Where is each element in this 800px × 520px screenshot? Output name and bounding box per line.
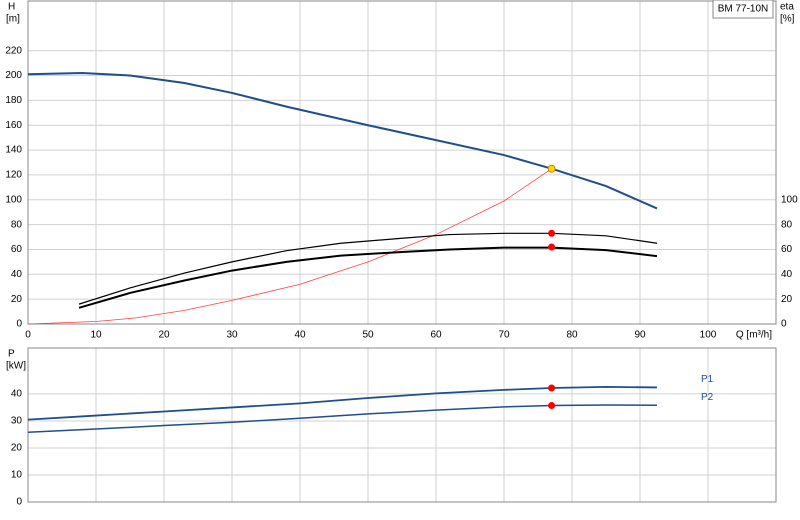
y-tick-label: 220 (5, 45, 22, 56)
y2-axis-label: eta (780, 2, 794, 13)
y-tick-label: 180 (5, 95, 22, 106)
y-tick-label: 60 (11, 244, 23, 255)
y-tick-label: 80 (11, 219, 23, 230)
duty-point (548, 384, 556, 392)
plot-frame (27, 0, 777, 325)
x-tick-label: 0 (25, 330, 31, 341)
y-tick-label: 140 (5, 145, 22, 156)
y-tick-label: 0 (16, 319, 22, 330)
y-axis-unit: [m] (6, 14, 20, 25)
series-label: P2 (701, 392, 714, 403)
y-axis-label: H (8, 2, 15, 13)
y-tick-label: 20 (11, 294, 23, 305)
y-tick-label: 40 (11, 389, 23, 400)
y2-tick-label: 100 (781, 194, 798, 205)
y-axis-label: P (8, 349, 15, 360)
duty-point (548, 229, 556, 237)
x-tick-label: 10 (90, 330, 102, 341)
y2-tick-label: 20 (781, 294, 793, 305)
x-tick-label: 100 (700, 330, 717, 341)
duty-point (547, 164, 556, 173)
title-box (712, 0, 774, 19)
duty-point (548, 243, 556, 251)
x-axis-label: Q [m³/h] (736, 330, 772, 341)
y-tick-label: 120 (5, 170, 22, 181)
y-tick-label: 200 (5, 70, 22, 81)
duty-point (548, 402, 556, 410)
series-label: P1 (701, 374, 714, 385)
y-tick-label: 100 (5, 194, 22, 205)
y-tick-label: 0 (16, 497, 22, 508)
y2-tick-label: 80 (781, 219, 793, 230)
y-axis-unit: [kW] (6, 361, 26, 372)
series-line (78, 246, 658, 309)
y2-tick-label: 0 (781, 319, 787, 330)
y2-axis-unit: [%] (780, 14, 795, 25)
x-tick-label: 50 (362, 330, 374, 341)
x-tick-label: 70 (498, 330, 510, 341)
series-line (27, 386, 658, 421)
x-tick-label: 40 (294, 330, 306, 341)
series-line (78, 232, 658, 305)
series-line (27, 72, 658, 210)
y-tick-label: 10 (11, 470, 23, 481)
series-line (27, 168, 552, 325)
y-tick-label: 30 (11, 416, 23, 427)
y-tick-label: 160 (5, 120, 22, 131)
chart-title: BM 77-10N (718, 4, 769, 15)
y-tick-label: 20 (11, 443, 23, 454)
y2-tick-label: 60 (781, 244, 793, 255)
x-tick-label: 30 (226, 330, 238, 341)
series-line (27, 404, 658, 434)
x-tick-label: 90 (634, 330, 646, 341)
plot-frame (27, 347, 777, 503)
y-tick-label: 40 (11, 269, 23, 280)
x-tick-label: 80 (566, 330, 578, 341)
x-tick-label: 60 (430, 330, 442, 341)
x-tick-label: 20 (158, 330, 170, 341)
y2-tick-label: 40 (781, 269, 793, 280)
